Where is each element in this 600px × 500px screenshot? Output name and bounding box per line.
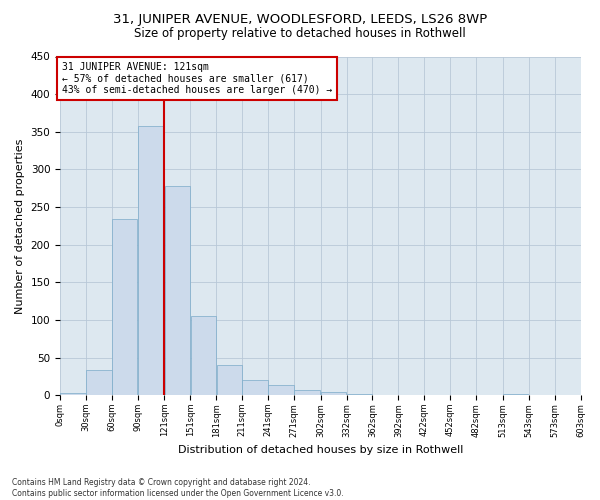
Text: Contains HM Land Registry data © Crown copyright and database right 2024.
Contai: Contains HM Land Registry data © Crown c… xyxy=(12,478,344,498)
Bar xyxy=(242,380,268,395)
Bar xyxy=(294,390,320,395)
Bar xyxy=(60,393,86,395)
Bar xyxy=(321,392,346,395)
Text: Size of property relative to detached houses in Rothwell: Size of property relative to detached ho… xyxy=(134,28,466,40)
Bar xyxy=(138,126,164,395)
Bar xyxy=(503,394,529,395)
Bar xyxy=(347,394,372,395)
X-axis label: Distribution of detached houses by size in Rothwell: Distribution of detached houses by size … xyxy=(178,445,463,455)
Text: 31 JUNIPER AVENUE: 121sqm
← 57% of detached houses are smaller (617)
43% of semi: 31 JUNIPER AVENUE: 121sqm ← 57% of detac… xyxy=(62,62,332,95)
Bar xyxy=(217,365,242,395)
Text: 31, JUNIPER AVENUE, WOODLESFORD, LEEDS, LS26 8WP: 31, JUNIPER AVENUE, WOODLESFORD, LEEDS, … xyxy=(113,12,487,26)
Y-axis label: Number of detached properties: Number of detached properties xyxy=(15,138,25,314)
Bar xyxy=(86,370,112,395)
Bar xyxy=(112,219,137,395)
Bar xyxy=(268,384,293,395)
Bar xyxy=(165,186,190,395)
Bar xyxy=(191,316,216,395)
